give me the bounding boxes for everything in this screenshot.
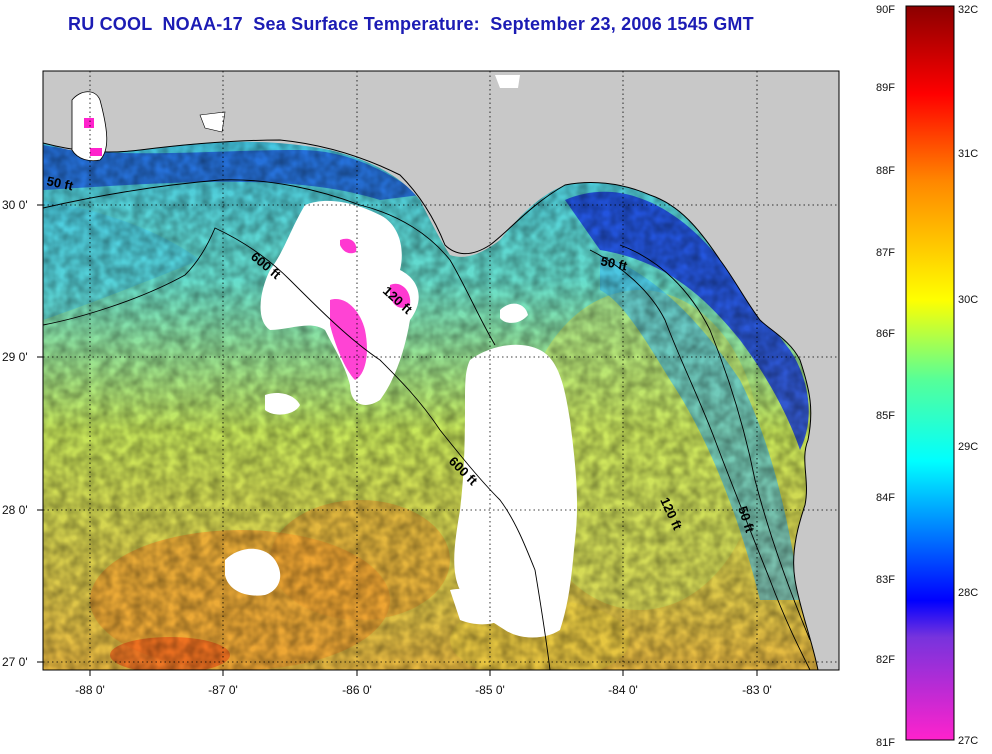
celsius-scale: 32C 31C 30C 29C 28C 27C: [958, 4, 978, 747]
longitude-axis: -88 0' -87 0' -86 0' -85 0' -84 0' -83 0…: [75, 683, 772, 697]
cloud-contamination: [90, 148, 102, 156]
inland-lake: [495, 75, 520, 88]
cloud-contamination: [330, 299, 367, 380]
cloud-contamination: [340, 238, 357, 254]
fahrenheit-scale: 90F 89F 88F 87F 86F 85F 84F 83F 82F 81F: [876, 4, 895, 749]
lon-tick-label: -83 0': [742, 683, 772, 697]
cloud-contamination: [84, 118, 94, 128]
cloud-mask: [454, 344, 578, 638]
lat-tick-label: 27 0': [2, 655, 28, 669]
f-label: 85F: [876, 410, 895, 422]
lon-tick-label: -88 0': [75, 683, 105, 697]
contour-600ft: [43, 227, 551, 670]
lon-tick-label: -85 0': [475, 683, 505, 697]
colorbar-gradient: [905, 5, 955, 741]
inland-bay: [199, 111, 226, 133]
f-label: 89F: [876, 82, 895, 94]
lat-tick-label: 30 0': [2, 198, 28, 212]
f-label: 83F: [876, 574, 895, 586]
f-label: 88F: [876, 165, 895, 177]
contour-120ft: [43, 179, 496, 346]
lon-tick-label: -86 0': [342, 683, 372, 697]
c-label: 31C: [958, 148, 978, 160]
contour-120ft-east: [589, 249, 811, 670]
lon-tick-label: -87 0': [208, 683, 238, 697]
cloud-mask: [225, 548, 281, 596]
c-label: 30C: [958, 294, 978, 306]
c-label: 27C: [958, 735, 978, 747]
coastline: [43, 139, 819, 670]
map-title: RU COOL NOAA-17 Sea Surface Temperature:…: [68, 14, 754, 34]
graticule: [43, 71, 839, 670]
contour-50ft-east: [619, 244, 811, 641]
land-mass: [43, 71, 839, 670]
cloud-contamination: [390, 283, 411, 308]
map-frame: [42, 70, 840, 671]
map-area: 50 ft 600 ft 120 ft 600 ft 50 ft 120 ft …: [43, 71, 839, 670]
cloud-mask: [450, 588, 510, 625]
f-label: 87F: [876, 247, 895, 259]
cloud-mask: [500, 303, 528, 323]
f-label: 82F: [876, 654, 895, 666]
f-label: 84F: [876, 492, 895, 504]
f-label: 81F: [876, 737, 895, 749]
cloud-mask: [265, 393, 300, 415]
f-label: 90F: [876, 4, 895, 16]
lon-tick-label: -84 0': [608, 683, 638, 697]
contour-label-50ft: 50 ft: [45, 173, 75, 193]
lat-tick-label: 28 0': [2, 503, 28, 517]
axis-ticks: [37, 204, 758, 676]
f-label: 86F: [876, 328, 895, 340]
contour-label-50ft: 50 ft: [599, 253, 629, 273]
c-label: 28C: [958, 587, 978, 599]
c-label: 32C: [958, 4, 978, 16]
latitude-axis: 30 0' 29 0' 28 0' 27 0': [2, 198, 28, 669]
temperature-colorbar: 90F 89F 88F 87F 86F 85F 84F 83F 82F 81F …: [876, 4, 978, 749]
lat-tick-label: 29 0': [2, 350, 28, 364]
c-label: 29C: [958, 441, 978, 453]
